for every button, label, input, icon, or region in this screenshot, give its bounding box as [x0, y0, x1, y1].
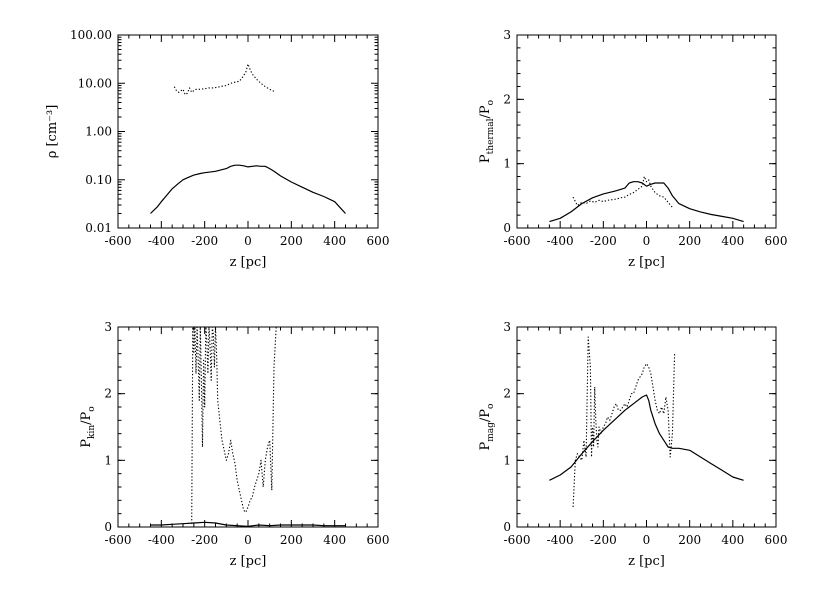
x-tick-label: -200 — [590, 533, 617, 547]
y-tick-label: 0.10 — [85, 173, 112, 187]
dotted-series-line — [191, 327, 277, 524]
chart-panel-4: -600 -400 -200 0 200 400 600 0 1 2 3 z [pc] Pmag/Po — [478, 320, 787, 569]
x-tick-label: 0 — [643, 533, 651, 547]
y-tick-label: 1 — [503, 157, 511, 171]
y-tick-label: 2 — [104, 387, 112, 401]
x-tick-label: 200 — [678, 234, 701, 248]
y-axis-label: ρ [cm⁻³] — [45, 105, 60, 159]
x-tick-label: -400 — [148, 533, 175, 547]
x-axis-label: z [pc] — [628, 554, 665, 569]
x-tick-label: 0 — [643, 234, 651, 248]
x-tick-label: 600 — [765, 234, 788, 248]
solid-series-line — [150, 164, 346, 214]
chart-panel-1: -600 -400 -200 0 200 400 600 0.01 0.10 1.00 10.00 1… — [45, 28, 389, 270]
y-tick-label: 2 — [503, 92, 511, 106]
x-tick-label: -600 — [105, 234, 132, 248]
x-tick-label: 400 — [323, 533, 346, 547]
x-tick-label: -200 — [590, 234, 617, 248]
plot-frame — [117, 34, 379, 229]
x-tick-label: -200 — [191, 533, 218, 547]
y-tick-label: 100.00 — [70, 28, 112, 42]
x-axis-label: z [pc] — [230, 554, 267, 569]
dotted-series-line — [173, 63, 275, 96]
x-tick-label: 600 — [367, 533, 390, 547]
y-tick-label: 3 — [104, 320, 112, 334]
x-tick-label: -200 — [191, 234, 218, 248]
x-tick-label: 200 — [678, 533, 701, 547]
x-tick-label: 600 — [765, 533, 788, 547]
x-axis-label: z [pc] — [230, 255, 267, 270]
chart-panel-2: -600 -400 -200 0 200 400 600 0 1 2 3 z [pc] Pthermal… — [478, 28, 787, 270]
x-tick-label: -600 — [504, 234, 531, 248]
y-tick-label: 3 — [503, 320, 511, 334]
plot-frame — [516, 326, 777, 528]
x-tick-label: -400 — [547, 533, 574, 547]
x-axis-label: z [pc] — [628, 255, 665, 270]
x-tick-label: 400 — [721, 533, 744, 547]
x-tick-label: 600 — [367, 234, 390, 248]
y-tick-label: 1 — [503, 453, 511, 467]
y-axis-label: Pmag/Po — [478, 404, 496, 451]
y-tick-label: 0 — [503, 221, 511, 235]
x-tick-label: 0 — [244, 533, 252, 547]
y-axis-label: Pkin/Po — [79, 406, 97, 447]
dotted-series-line — [572, 336, 676, 508]
y-tick-label: 1 — [104, 453, 112, 467]
solid-series-line — [150, 521, 346, 527]
x-tick-label: 200 — [280, 234, 303, 248]
y-tick-label: 1.00 — [85, 125, 112, 139]
x-tick-label: -400 — [148, 234, 175, 248]
x-tick-label: 200 — [280, 533, 303, 547]
x-tick-label: -400 — [547, 234, 574, 248]
y-axis-label: Pthermal/Po — [478, 100, 496, 163]
x-tick-label: 400 — [323, 234, 346, 248]
dotted-series-line — [572, 175, 673, 208]
plot-frame — [516, 34, 777, 229]
chart-panel-3: -600 -400 -200 0 200 400 600 0 1 2 3 z [pc] Pkin/Po — [79, 320, 389, 569]
y-tick-label: 2 — [503, 387, 511, 401]
x-tick-label: 400 — [721, 234, 744, 248]
x-tick-label: -600 — [504, 533, 531, 547]
solid-series-line — [549, 394, 744, 481]
plot-frame — [117, 326, 379, 528]
y-tick-label: 0 — [104, 520, 112, 534]
y-tick-label: 0 — [503, 520, 511, 534]
y-tick-label: 3 — [503, 28, 511, 42]
y-tick-label: 0.01 — [85, 221, 112, 235]
y-tick-label: 10.00 — [78, 76, 112, 90]
x-tick-label: -600 — [105, 533, 132, 547]
x-tick-label: 0 — [244, 234, 252, 248]
solid-series-line — [549, 181, 744, 223]
